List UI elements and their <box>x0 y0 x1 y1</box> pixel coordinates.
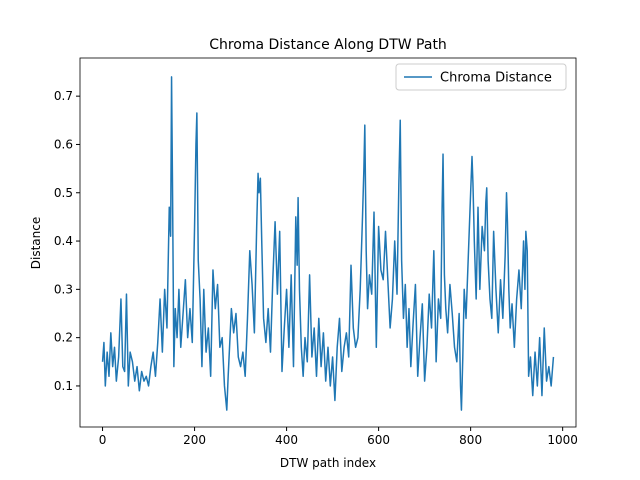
plot-frame <box>79 57 577 428</box>
y-tick-label: 0.7 <box>54 89 73 103</box>
y-axis-label: Distance <box>29 217 43 269</box>
x-axis-label: DTW path index <box>280 456 376 470</box>
y-tick-label: 0.2 <box>54 331 73 345</box>
x-tick-label: 0 <box>99 433 107 447</box>
x-tick-label: 1000 <box>547 433 578 447</box>
y-tick-label: 0.3 <box>54 282 73 296</box>
y-tick-label: 0.1 <box>54 379 73 393</box>
x-tick-label: 600 <box>367 433 390 447</box>
y-tick-label: 0.6 <box>54 137 73 151</box>
x-tick-label: 200 <box>183 433 206 447</box>
data-line <box>101 76 555 411</box>
legend-box <box>395 63 567 91</box>
x-tick-label: 400 <box>275 433 298 447</box>
legend-label: Chroma Distance <box>440 71 552 86</box>
x-tick-label: 800 <box>459 433 482 447</box>
y-tick-label: 0.5 <box>54 186 73 200</box>
chart-title: Chroma Distance Along DTW Path <box>209 37 447 53</box>
y-tick-label: 0.4 <box>54 234 73 248</box>
